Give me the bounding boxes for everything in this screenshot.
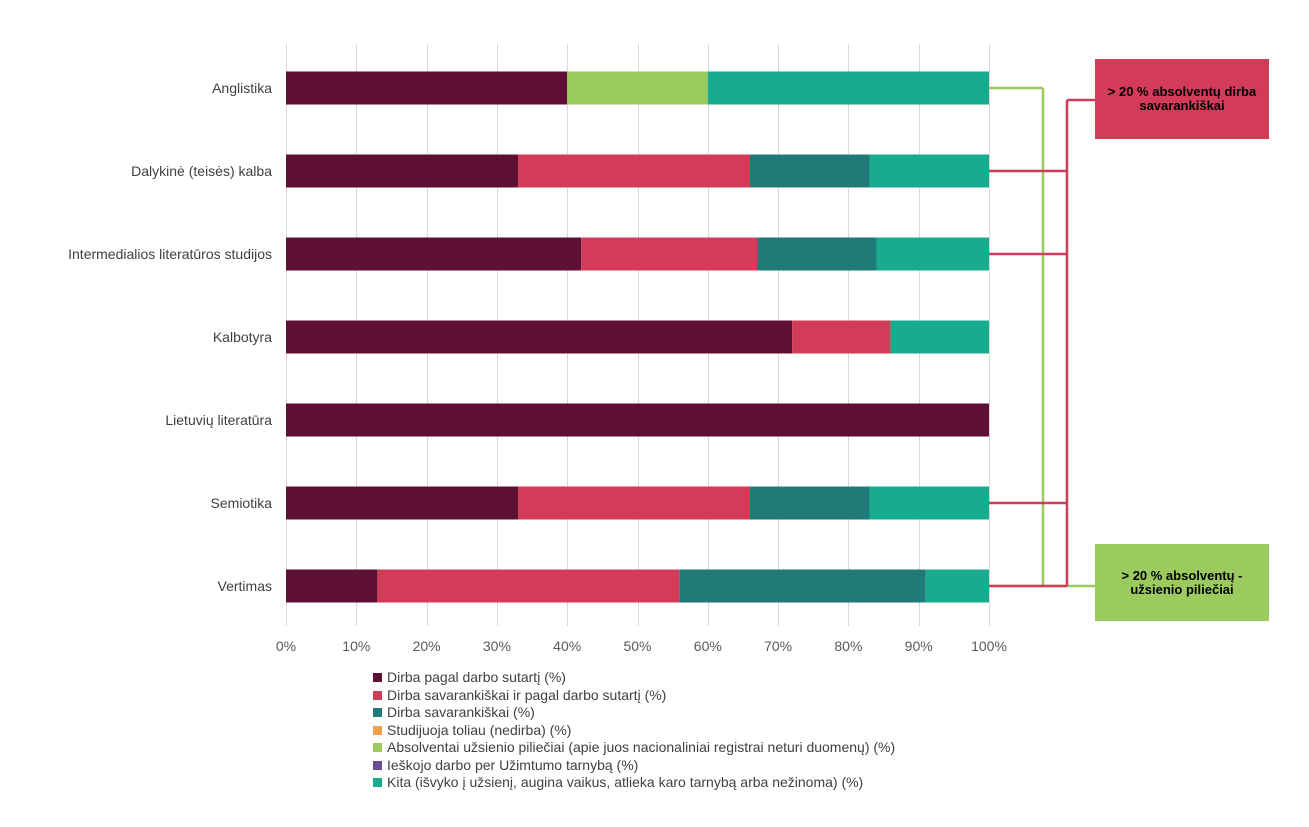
bar-segment xyxy=(517,486,750,520)
bar-segment xyxy=(286,154,518,188)
category-label: Anglistika xyxy=(212,80,272,96)
bar-segment xyxy=(707,71,989,105)
legend-swatch xyxy=(373,708,382,718)
legend-item: Dirba savarankiškai (%) xyxy=(373,704,895,722)
legend-swatch xyxy=(373,778,382,788)
legend: Dirba pagal darbo sutartį (%) Dirba savar… xyxy=(373,669,895,792)
category-label: Semiotika xyxy=(211,495,273,511)
x-tick-label: 40% xyxy=(553,638,581,654)
legend-item: Absolventai užsienio piliečiai (apie juo… xyxy=(373,739,895,757)
legend-swatch xyxy=(373,725,382,735)
x-tick-label: 70% xyxy=(764,638,792,654)
bar-segment xyxy=(792,320,891,354)
bar-segment xyxy=(749,486,870,520)
legend-label: Studijuoja toliau (nedirba) (%) xyxy=(387,721,572,738)
annotation-foreign-citizens-text: > 20 % absolventų - užsienio piliečiai xyxy=(1121,567,1243,597)
bar-segment xyxy=(749,154,870,188)
legend-item: Studijuoja toliau (nedirba) (%) xyxy=(373,722,895,740)
legend-label: Dirba pagal darbo sutartį (%) xyxy=(387,669,566,685)
bar-segment xyxy=(679,569,926,603)
bars xyxy=(286,71,989,603)
legend-item: Ieškojo darbo per Užimtumo tarnybą (%) xyxy=(373,757,895,775)
bar-segment xyxy=(876,237,989,271)
x-tick-label: 80% xyxy=(834,638,862,654)
x-tick-label: 0% xyxy=(276,638,296,654)
bar-segment xyxy=(286,237,582,271)
category-label: Intermedialios literatūros studijos xyxy=(68,246,272,262)
x-tick-label: 100% xyxy=(971,638,1007,654)
legend-label: Ieškojo darbo per Užimtumo tarnybą (%) xyxy=(387,756,639,773)
category-label: Kalbotyra xyxy=(213,329,272,345)
legend-item: Dirba savarankiškai ir pagal darbo sutar… xyxy=(373,687,895,705)
bar-segment xyxy=(286,569,378,603)
bar-segment xyxy=(567,71,708,105)
legend-label: Dirba savarankiškai ir pagal darbo sutar… xyxy=(387,686,667,703)
x-tick-label: 30% xyxy=(483,638,511,654)
bar-segment xyxy=(581,237,758,271)
x-tick-label: 50% xyxy=(623,638,651,654)
legend-label: Kita (išvyko į užsienį, augina vaikus, a… xyxy=(387,774,864,790)
stacked-bar-chart: Anglistika Dalykinė (teisės) kalba Interme… xyxy=(68,44,1095,654)
annotation-connectors xyxy=(989,86,1095,588)
legend-item: Kita (išvyko į užsienį, augina vaikus, a… xyxy=(373,774,895,792)
x-tick-label: 10% xyxy=(342,638,370,654)
annotation-self-employed-text: > 20 % absolventų dirba savarankiškai xyxy=(1107,84,1257,113)
bar-segment xyxy=(517,154,750,188)
annotation-foreign-citizens: > 20 % absolventų - užsienio piliečiai xyxy=(1095,544,1269,621)
legend-label: Absolventai užsienio piliečiai (apie juo… xyxy=(387,739,896,755)
x-tick-labels: 0% 10% 20% 30% 40% 50% 60% 70% 80% 90% 100% xyxy=(276,638,1007,654)
bar-segment xyxy=(890,320,989,354)
category-label: Vertimas xyxy=(218,578,272,594)
x-tick-label: 60% xyxy=(694,638,722,654)
annotation-self-employed: > 20 % absolventų dirba savarankiškai xyxy=(1095,59,1269,139)
legend-swatch xyxy=(373,743,382,753)
bar-segment xyxy=(286,486,518,520)
category-label: Lietuvių literatūra xyxy=(165,412,272,428)
bar-segment xyxy=(925,569,989,603)
category-label: Dalykinė (teisės) kalba xyxy=(131,163,272,179)
bar-segment xyxy=(286,71,568,105)
bar-segment xyxy=(377,569,680,603)
x-tick-label: 20% xyxy=(413,638,441,654)
legend-swatch xyxy=(373,760,382,770)
legend-swatch xyxy=(373,690,382,700)
bar-segment xyxy=(869,154,989,188)
bar-segment xyxy=(286,403,989,437)
legend-swatch xyxy=(373,673,382,683)
legend-label: Dirba savarankiškai (%) xyxy=(387,704,535,720)
bar-segment xyxy=(869,486,989,520)
bar-segment xyxy=(286,320,793,354)
bar-segment xyxy=(757,237,877,271)
legend-item: Dirba pagal darbo sutartį (%) xyxy=(373,669,895,687)
x-tick-label: 90% xyxy=(905,638,933,654)
category-labels: Anglistika Dalykinė (teisės) kalba Interme… xyxy=(68,80,272,594)
